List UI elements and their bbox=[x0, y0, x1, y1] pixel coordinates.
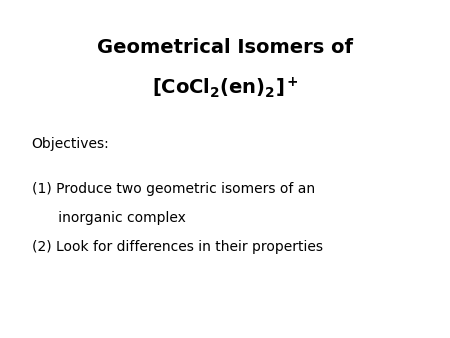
Text: Geometrical Isomers of: Geometrical Isomers of bbox=[97, 38, 353, 57]
Text: (1) Produce two geometric isomers of an: (1) Produce two geometric isomers of an bbox=[32, 182, 315, 196]
Text: Objectives:: Objectives: bbox=[32, 137, 109, 151]
Text: $\mathbf{[CoCl_2(en)_2]^+}$: $\mathbf{[CoCl_2(en)_2]^+}$ bbox=[152, 76, 298, 100]
Text: inorganic complex: inorganic complex bbox=[32, 211, 185, 225]
Text: (2) Look for differences in their properties: (2) Look for differences in their proper… bbox=[32, 240, 323, 254]
